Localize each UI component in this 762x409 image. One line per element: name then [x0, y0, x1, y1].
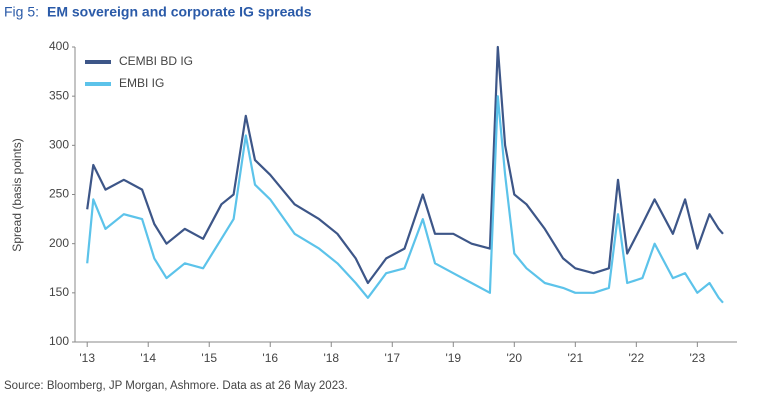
x-tick-label: '22 [629, 351, 645, 365]
x-tick-label: '18 [323, 351, 339, 365]
y-tick-label: 150 [49, 285, 69, 299]
source: Source: Bloomberg, JP Morgan, Ashmore. D… [4, 380, 348, 392]
y-tick-label: 200 [49, 236, 69, 250]
figure-label: Fig 5: [4, 4, 39, 20]
x-tick-label: '21 [567, 351, 583, 365]
y-tick-label: 250 [49, 187, 69, 201]
y-tick-label: 300 [49, 138, 69, 152]
x-tick-label: '17 [384, 351, 400, 365]
x-tick-label: '23 [690, 351, 706, 365]
y-axis-label: Spread (basis points) [10, 138, 24, 251]
y-tick-label: 400 [49, 39, 69, 53]
series-line [86, 95, 724, 304]
legend-label: CEMBI BD IG [119, 54, 193, 68]
x-tick-label: '14 [140, 351, 156, 365]
x-tick-label: '16 [262, 351, 278, 365]
x-tick-label: '13 [79, 351, 95, 365]
x-tick-label: '20 [506, 351, 522, 365]
x-tick-label: '19 [445, 351, 461, 365]
legend-label: EMBI IG [119, 76, 164, 90]
x-tick-label: '15 [201, 351, 217, 365]
series-line [86, 45, 724, 285]
y-tick-label: 350 [49, 88, 69, 102]
y-tick-label: 100 [49, 334, 69, 348]
chart-title: EM sovereign and corporate IG spreads [47, 4, 312, 20]
